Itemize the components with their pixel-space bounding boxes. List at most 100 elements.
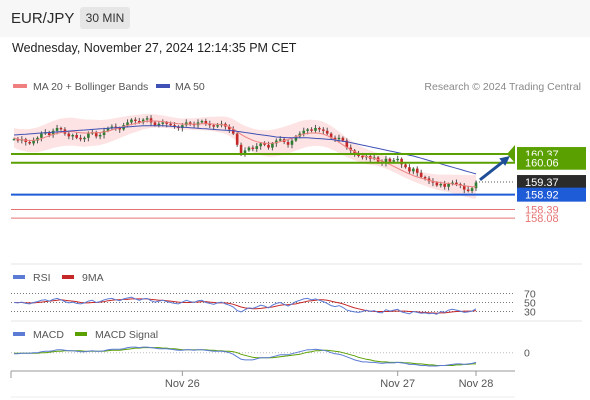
timeframe-button[interactable]: 30 MIN (80, 7, 130, 29)
candle-body (239, 144, 243, 154)
candle-body (259, 143, 262, 147)
candle-body (106, 128, 110, 131)
candle-body (439, 184, 443, 186)
candle-body (169, 123, 172, 126)
candle-body (290, 140, 294, 145)
candle-body (83, 137, 86, 140)
candle-body (415, 168, 419, 173)
candle-body (134, 119, 137, 121)
last-price-box (517, 175, 586, 190)
candle-body (12, 139, 16, 141)
candle-body (337, 137, 341, 140)
level-label-support: 158.92 (525, 190, 559, 202)
candle-body (51, 130, 55, 135)
candle-body (71, 135, 75, 137)
candle-body (141, 119, 145, 123)
candle-body (40, 133, 43, 138)
candle-body (126, 122, 129, 126)
candle-body (408, 167, 411, 172)
candle-body (28, 142, 31, 144)
candle-body (94, 132, 98, 137)
rsi-level-label: 50 (524, 298, 536, 310)
candle-body (341, 137, 345, 141)
credit-text: Research © 2024 Trading Central (424, 81, 581, 93)
bollinger-band (14, 114, 476, 199)
ma50-line (13, 125, 477, 175)
level-label-resistance: 160.06 (525, 158, 559, 170)
candle-body (431, 181, 435, 183)
candle-body (16, 139, 20, 141)
candle-body (216, 125, 219, 127)
candle-body (231, 129, 235, 134)
candle-body (400, 158, 403, 165)
candle-body (173, 125, 176, 127)
candle-body (329, 133, 333, 138)
candle-body (235, 133, 239, 145)
candle-body (247, 147, 251, 151)
candle-body (419, 172, 423, 177)
candle-body (267, 144, 270, 148)
level-label-target: 158.08 (525, 213, 559, 225)
candle-body (361, 156, 364, 158)
candle-body (333, 137, 337, 140)
candle-body (322, 129, 325, 131)
candle-body (325, 130, 329, 134)
candle-body (228, 126, 231, 130)
candle-body (110, 126, 114, 128)
x-tick-label: Nov 27 (380, 378, 415, 390)
candle-body (396, 158, 399, 161)
candle-body (153, 122, 157, 126)
candle-body (447, 184, 450, 187)
candle-body (310, 129, 313, 131)
candle-body (404, 164, 407, 168)
ma20-line (13, 120, 476, 188)
legend-label-macd-signal: MACD Signal (95, 329, 158, 341)
candle-body (251, 147, 255, 149)
level-label-target: 158.39 (525, 204, 559, 216)
candle-body (98, 135, 102, 137)
rsi-9ma-line (14, 298, 477, 314)
candle-body (384, 158, 388, 163)
candle-body (451, 182, 454, 184)
legend-swatch-ma50 (156, 84, 170, 88)
candle-body (275, 140, 278, 144)
candle-body (47, 132, 51, 135)
symbol-label: EUR/JPY (11, 10, 75, 27)
candle-body (443, 184, 446, 187)
legend-swatch-ma20 (13, 84, 27, 88)
legend-swatch-macd-signal (75, 332, 87, 336)
candle-body (181, 125, 184, 128)
candle-body (55, 128, 59, 131)
candle-body (161, 122, 165, 124)
candle-body (67, 133, 71, 137)
candle-body (271, 143, 274, 148)
candle-body (263, 143, 266, 145)
candle-body (392, 160, 396, 162)
candle-body (466, 189, 470, 191)
forecast-arrow-shaft (479, 159, 505, 181)
macd-line (14, 346, 477, 367)
legend-swatch-9ma (62, 275, 74, 279)
candle-body (36, 137, 39, 141)
candle-body (145, 118, 149, 120)
candle-body (32, 140, 35, 144)
forecast-arrow-head (499, 156, 510, 166)
rsi-line (13, 296, 477, 315)
candle-body (87, 133, 90, 138)
candle-body (474, 182, 478, 189)
candle-body (188, 122, 192, 124)
x-tick-label: Nov 28 (459, 378, 494, 390)
x-tick-label: Nov 26 (165, 378, 200, 390)
resistance-pointer (507, 145, 515, 164)
candle-body (302, 130, 306, 134)
candle-body (412, 168, 415, 172)
candle-body (306, 129, 309, 131)
macd-signal-line (14, 347, 476, 366)
candle-body (314, 128, 317, 131)
candle-body (435, 182, 439, 186)
candle-body (79, 137, 82, 140)
legend-swatch-rsi (13, 275, 25, 279)
legend-label-rsi: RSI (33, 272, 51, 284)
